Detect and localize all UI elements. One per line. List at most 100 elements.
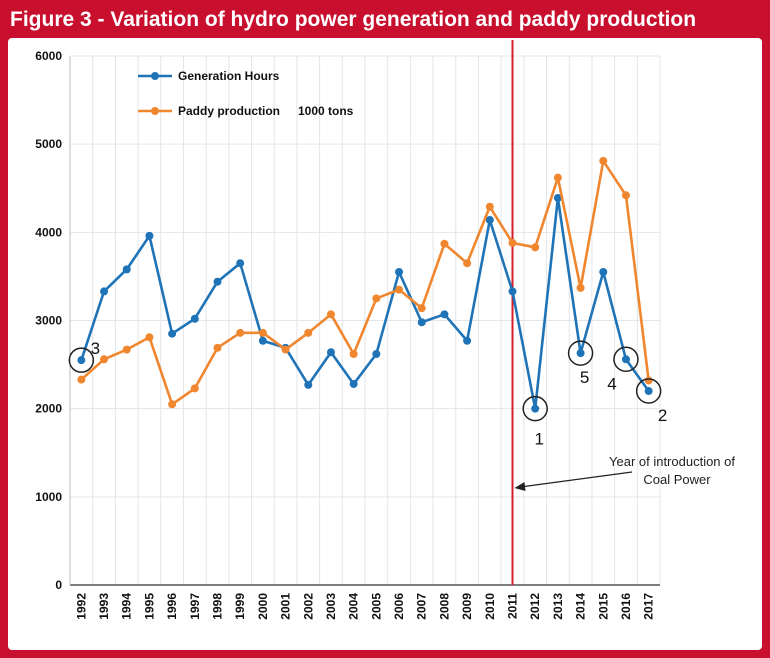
- data-point: [553, 173, 562, 182]
- y-tick-label: 4000: [35, 225, 62, 239]
- x-tick-label: 1996: [165, 593, 179, 620]
- highlight-label: 1: [534, 430, 543, 449]
- data-point: [372, 350, 381, 359]
- data-point: [440, 239, 449, 248]
- highlight-label: 5: [580, 368, 589, 387]
- highlight-label: 3: [91, 339, 100, 358]
- x-tick-label: 2010: [483, 593, 497, 620]
- x-tick-label: 2005: [369, 593, 383, 620]
- data-point: [553, 193, 562, 202]
- data-point: [372, 294, 381, 303]
- annotation-arrow-shaft: [520, 471, 633, 488]
- coal-power-annotation-line1: Year of introduction of: [609, 454, 735, 469]
- chart-panel: [8, 38, 762, 650]
- x-tick-label: 2003: [324, 593, 338, 620]
- series-line-paddy-production: [80, 159, 650, 406]
- legend-label-generation-hours: Generation Hours: [178, 69, 280, 83]
- highlight-label: 2: [658, 406, 667, 425]
- series-line-generation-hours: [80, 196, 650, 410]
- y-tick-label: 0: [55, 578, 62, 592]
- annotation-arrow-head: [514, 482, 526, 491]
- highlight-circle: [522, 395, 548, 422]
- data-point: [485, 202, 494, 211]
- x-tick-label: 2006: [392, 593, 406, 620]
- data-point: [576, 349, 585, 358]
- x-tick-label: 2004: [347, 593, 361, 620]
- data-point: [236, 328, 245, 337]
- data-point: [508, 238, 517, 247]
- x-tick-label: 2011: [506, 593, 520, 619]
- data-point: [644, 387, 653, 396]
- x-tick-label: 2007: [415, 593, 429, 620]
- data-point: [145, 231, 154, 240]
- x-tick-label: 1993: [97, 593, 111, 620]
- data-point: [258, 328, 267, 337]
- data-point: [644, 376, 653, 385]
- data-point: [326, 348, 335, 357]
- data-point: [599, 268, 608, 277]
- y-tick-label: 5000: [35, 137, 62, 151]
- x-tick-label: 2015: [596, 593, 610, 620]
- highlight-circle: [567, 340, 594, 366]
- x-tick-label: 2014: [574, 593, 588, 620]
- data-point: [122, 265, 131, 274]
- data-point: [395, 285, 404, 294]
- x-tick-label: 2013: [551, 593, 565, 620]
- x-tick-label: 1997: [188, 593, 202, 620]
- data-point: [304, 380, 313, 389]
- data-point: [122, 345, 131, 354]
- data-point: [258, 336, 267, 345]
- data-point: [190, 314, 199, 323]
- legend-marker-paddy-production: [151, 107, 159, 115]
- x-tick-label: 2008: [437, 593, 451, 620]
- y-tick-label: 3000: [35, 314, 62, 328]
- highlight-circle: [613, 346, 639, 373]
- data-point: [168, 400, 177, 409]
- data-point: [417, 304, 426, 313]
- data-point: [463, 259, 472, 268]
- data-point: [463, 336, 472, 345]
- data-point: [349, 379, 358, 388]
- data-point: [236, 259, 245, 268]
- data-point: [168, 329, 177, 338]
- data-point: [599, 156, 608, 165]
- data-point: [440, 310, 449, 319]
- x-tick-label: 2009: [460, 593, 474, 620]
- x-tick-label: 2001: [279, 593, 293, 620]
- data-point: [508, 287, 517, 296]
- data-point: [190, 384, 199, 393]
- x-tick-label: 1994: [120, 593, 134, 620]
- data-point: [281, 345, 290, 354]
- data-point: [77, 375, 86, 384]
- data-point: [531, 243, 540, 252]
- data-point: [100, 287, 109, 296]
- y-tick-label: 1000: [35, 490, 62, 504]
- x-tick-label: 1992: [74, 593, 88, 620]
- data-point: [417, 318, 426, 327]
- x-tick-label: 2016: [619, 593, 633, 620]
- highlight-circle: [635, 378, 662, 404]
- legend-unit-label: 1000 tons: [298, 104, 354, 118]
- data-point: [531, 404, 540, 413]
- data-point: [326, 310, 335, 319]
- coal-power-annotation-line2: Coal Power: [643, 472, 711, 487]
- data-point: [77, 356, 86, 365]
- x-tick-label: 2012: [528, 593, 542, 620]
- data-point: [621, 191, 630, 200]
- data-point: [485, 215, 494, 224]
- data-point: [213, 343, 222, 352]
- data-point: [213, 277, 222, 286]
- x-tick-label: 2002: [301, 593, 315, 620]
- data-point: [621, 355, 630, 364]
- x-tick-label: 2017: [642, 593, 656, 620]
- x-tick-label: 1995: [142, 593, 156, 620]
- data-point: [349, 350, 358, 359]
- data-point: [395, 268, 404, 277]
- x-tick-label: 2000: [256, 593, 270, 620]
- legend-marker-generation-hours: [151, 72, 159, 80]
- x-tick-label: 1999: [233, 593, 247, 620]
- highlight-circle: [68, 347, 95, 373]
- data-point: [100, 355, 109, 364]
